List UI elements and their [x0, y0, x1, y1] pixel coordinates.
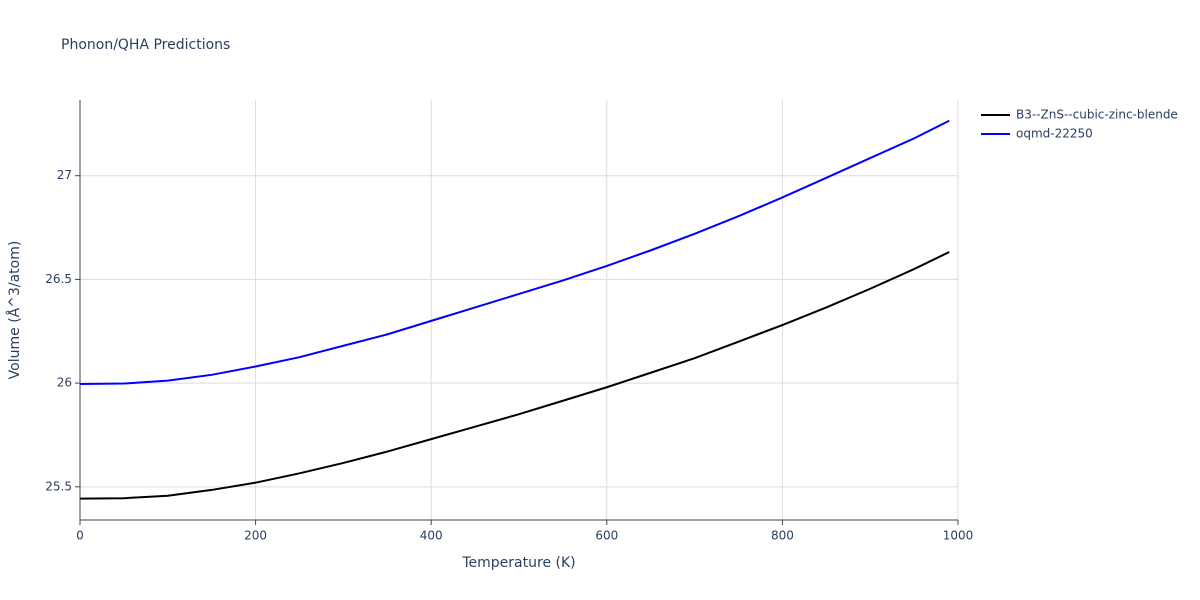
y-tick-label: 26 [57, 376, 72, 390]
chart-title: Phonon/QHA Predictions [61, 37, 230, 53]
y-axis-title: Volume (Å^3/atom) [6, 241, 23, 380]
y-tick-label: 27 [57, 168, 72, 182]
series-line [79, 251, 950, 500]
x-tick-label: 0 [76, 529, 84, 543]
x-tick-label: 600 [595, 529, 618, 543]
legend-label: B3--ZnS--cubic-zinc-blende [1016, 108, 1178, 122]
x-tick-label: 200 [244, 529, 267, 543]
x-tick-label: 400 [420, 529, 443, 543]
x-tick-label: 1000 [943, 529, 974, 543]
x-tick-label: 800 [771, 529, 794, 543]
x-axis-title: Temperature (K) [461, 555, 575, 571]
y-tick-label: 25.5 [45, 479, 72, 493]
legend-label: oqmd-22250 [1016, 127, 1093, 141]
series-line [79, 119, 950, 385]
y-tick-label: 26.5 [45, 272, 72, 286]
